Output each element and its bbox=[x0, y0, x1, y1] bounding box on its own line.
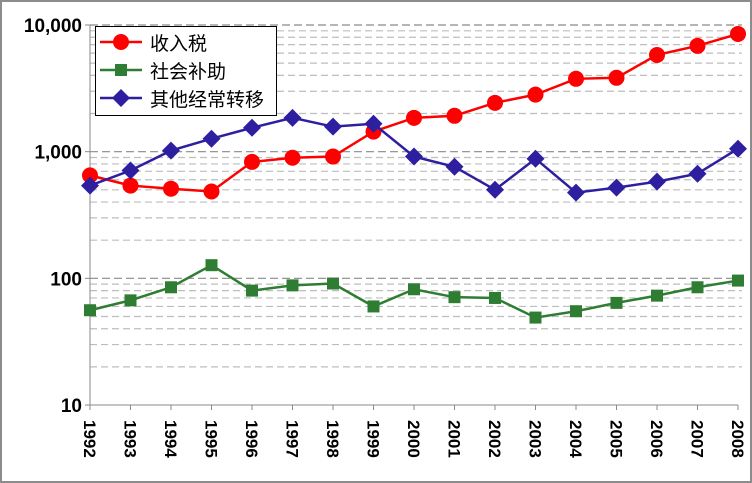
data-point-square bbox=[610, 296, 623, 309]
legend-item-social-subsidy: 社会补助 bbox=[96, 57, 226, 83]
data-point-circle bbox=[608, 69, 625, 86]
data-point-circle bbox=[406, 109, 422, 126]
data-point-diamond bbox=[405, 147, 423, 166]
data-point-diamond bbox=[607, 178, 626, 197]
y-tick-label: 1,000 bbox=[34, 143, 82, 164]
y-tick-label: 10 bbox=[61, 396, 82, 417]
data-point-square bbox=[732, 274, 744, 287]
data-point-circle bbox=[244, 153, 260, 170]
x-tick-label: 2006 bbox=[647, 420, 666, 458]
data-point-diamond bbox=[324, 117, 342, 136]
data-point-diamond bbox=[526, 149, 545, 168]
data-point-diamond bbox=[121, 161, 140, 180]
legend-label: 社会补助 bbox=[150, 60, 227, 83]
x-tick-label: 1999 bbox=[364, 420, 383, 458]
series-diamond bbox=[81, 108, 747, 202]
data-point-diamond bbox=[202, 129, 221, 148]
legend-item-income-tax: 收入税 bbox=[96, 29, 207, 55]
data-point-circle bbox=[203, 183, 220, 200]
data-point-square bbox=[246, 284, 258, 297]
x-tick-label: 2001 bbox=[445, 420, 464, 458]
data-point-circle bbox=[730, 25, 746, 42]
x-tick-label: 1995 bbox=[202, 420, 221, 458]
x-tick-label: 2000 bbox=[404, 420, 423, 458]
diamond-marker-icon bbox=[100, 89, 142, 107]
legend-item-other-transfers: 其他经常转移 bbox=[96, 85, 264, 111]
series-circle bbox=[82, 25, 746, 200]
data-point-square bbox=[124, 294, 137, 307]
x-tick-label: 1993 bbox=[121, 420, 140, 458]
data-point-diamond bbox=[162, 141, 180, 160]
data-point-square bbox=[165, 281, 177, 294]
data-point-diamond bbox=[567, 183, 585, 202]
data-point-square bbox=[84, 304, 96, 317]
data-point-circle bbox=[82, 167, 98, 184]
x-tick-label: 2003 bbox=[526, 420, 545, 458]
square-marker-icon bbox=[100, 64, 142, 76]
legend-label: 收入税 bbox=[150, 32, 208, 55]
series-layer bbox=[81, 25, 747, 324]
data-point-circle bbox=[527, 86, 544, 103]
x-tick-label: 1994 bbox=[161, 420, 180, 458]
series-square bbox=[84, 259, 744, 324]
data-point-diamond bbox=[243, 118, 261, 137]
data-point-diamond bbox=[81, 176, 99, 195]
data-point-circle bbox=[284, 149, 301, 166]
x-tick-label: 2005 bbox=[607, 420, 626, 458]
data-point-diamond bbox=[283, 108, 302, 127]
x-axis-ticks: 1992 1993 1994 1995 1996 1997 1998 1999 2000 2001… bbox=[80, 405, 747, 458]
data-point-circle bbox=[487, 94, 503, 111]
x-tick-label: 2004 bbox=[566, 420, 585, 458]
data-point-square bbox=[489, 291, 501, 304]
data-point-circle bbox=[122, 177, 139, 194]
data-point-diamond bbox=[486, 180, 504, 199]
data-point-square bbox=[570, 305, 582, 318]
data-point-square bbox=[286, 279, 299, 292]
data-point-circle bbox=[163, 180, 179, 197]
data-point-square bbox=[408, 283, 420, 296]
data-point-circle bbox=[689, 37, 706, 54]
y-tick-label: 10,000 bbox=[24, 16, 82, 37]
data-point-square bbox=[448, 291, 461, 304]
data-point-circle bbox=[446, 107, 463, 124]
circle-marker-icon bbox=[100, 34, 142, 50]
data-point-diamond bbox=[364, 114, 383, 133]
x-tick-label: 1996 bbox=[242, 420, 261, 458]
data-point-diamond bbox=[648, 172, 666, 191]
data-point-diamond bbox=[688, 164, 707, 183]
data-point-square bbox=[367, 300, 380, 313]
x-tick-label: 2008 bbox=[728, 420, 747, 458]
x-tick-label: 2007 bbox=[688, 420, 707, 458]
data-point-square bbox=[327, 277, 339, 290]
data-point-circle bbox=[649, 46, 665, 63]
data-point-square bbox=[651, 289, 663, 302]
data-point-diamond bbox=[445, 157, 464, 176]
data-point-circle bbox=[325, 148, 341, 165]
x-tick-label: 1998 bbox=[323, 420, 342, 458]
data-point-square bbox=[529, 311, 542, 324]
legend: 收入税 社会补助 其他经常转移 bbox=[95, 26, 277, 116]
x-tick-label: 1997 bbox=[283, 420, 302, 458]
y-tick-label: 100 bbox=[50, 269, 82, 290]
data-point-diamond bbox=[729, 139, 747, 158]
data-point-circle bbox=[568, 70, 584, 87]
x-tick-label: 1992 bbox=[80, 420, 99, 458]
x-tick-label: 2002 bbox=[485, 420, 504, 458]
legend-label: 其他经常转移 bbox=[150, 88, 265, 111]
data-point-square bbox=[691, 281, 704, 294]
data-point-square bbox=[205, 259, 218, 272]
y-axis-ticks: 10 100 1,000 10,000 bbox=[24, 16, 90, 417]
